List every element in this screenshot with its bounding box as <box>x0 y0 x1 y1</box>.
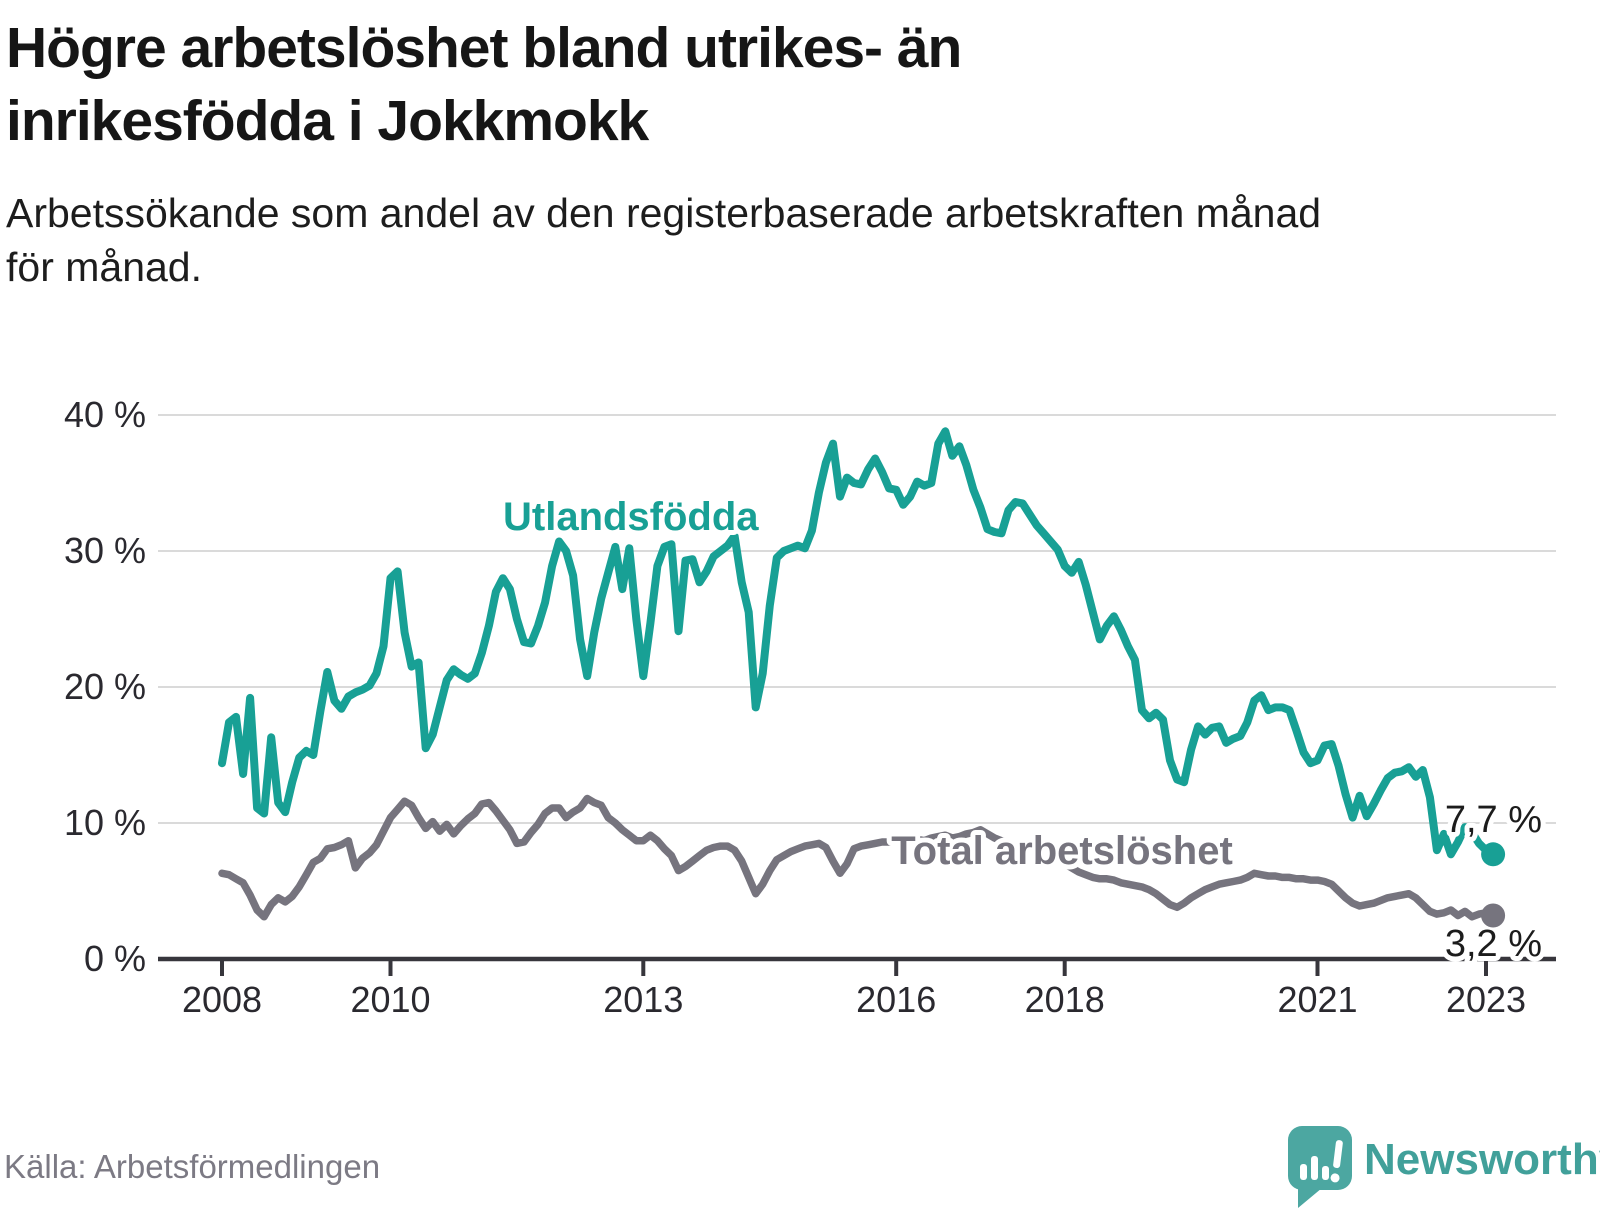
series-line-utlandsfodda <box>218 427 1498 859</box>
series-label-utlandsfodda: Utlandsfödda <box>503 495 759 539</box>
y-tick-label-0: 0 % <box>84 938 146 979</box>
x-tick-label-2008: 2008 <box>182 979 262 1020</box>
newsworthy-logo-icon <box>1288 1126 1352 1208</box>
newsworthy-logo: Newsworthy <box>1278 1118 1600 1215</box>
newsworthy-wordmark: Newsworthy <box>1364 1135 1600 1184</box>
x-tick-label-2010: 2010 <box>350 979 430 1020</box>
x-tick-label-2018: 2018 <box>1025 979 1105 1020</box>
series-label-total: Total arbetslöshet <box>891 829 1233 873</box>
page-title: Högre arbetslöshet bland utrikes- än inr… <box>6 16 962 153</box>
end-value-label-utlandsfodda: 7,7 % <box>1445 799 1542 841</box>
end-value-label-total: 3,2 % <box>1445 923 1542 965</box>
y-tick-label-10: 10 % <box>64 802 146 843</box>
y-tick-label-30: 30 % <box>64 530 146 571</box>
end-dot-utlandsfodda <box>1481 842 1506 867</box>
series-line-total <box>218 794 1497 921</box>
end-dot-total <box>1481 903 1506 928</box>
x-tick-label-2021: 2021 <box>1277 979 1357 1020</box>
x-tick-label-2023: 2023 <box>1446 979 1526 1020</box>
page-subtitle: Arbetssökande som andel av den registerb… <box>6 190 1322 291</box>
x-tick-label-2013: 2013 <box>603 979 683 1020</box>
y-tick-label-40: 40 % <box>64 394 146 435</box>
y-tick-label-20: 20 % <box>64 666 146 707</box>
source-note: Källa: Arbetsförmedlingen <box>4 1148 381 1185</box>
x-tick-label-2016: 2016 <box>856 979 936 1020</box>
